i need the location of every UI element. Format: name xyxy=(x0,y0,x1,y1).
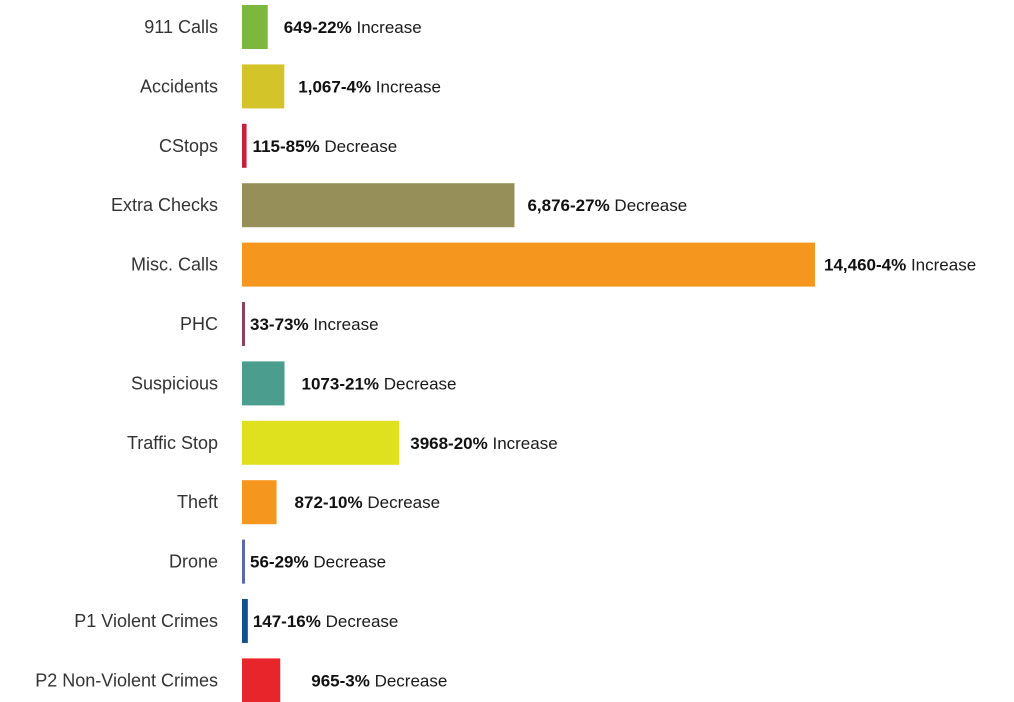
category-label: Traffic Stop xyxy=(127,433,218,453)
data-label-change: Decrease xyxy=(610,196,687,215)
category-label: Misc. Calls xyxy=(131,255,218,275)
category-label: 911 Calls xyxy=(144,17,218,37)
data-label-change: Decrease xyxy=(363,493,440,512)
data-label-change: Decrease xyxy=(321,612,398,631)
data-label-change: Decrease xyxy=(379,374,456,393)
bar xyxy=(242,599,248,643)
bar xyxy=(242,242,815,287)
bar xyxy=(242,183,515,228)
data-label: 33-73% Increase xyxy=(250,315,379,334)
bar xyxy=(242,302,245,346)
data-label-value: 3968-20% xyxy=(410,433,488,452)
bar xyxy=(242,539,245,584)
data-label-value: 14,460-4% xyxy=(824,255,906,274)
category-label: Drone xyxy=(169,552,218,572)
data-label: 1073-21% Decrease xyxy=(302,374,457,393)
data-label-value: 147-16% xyxy=(253,612,321,631)
data-label: 56-29% Decrease xyxy=(250,552,386,571)
bar xyxy=(242,5,268,49)
data-label-change: Increase xyxy=(488,433,558,452)
bar xyxy=(242,361,285,406)
data-label-change: Decrease xyxy=(309,552,386,571)
data-label: 649-22% Increase xyxy=(284,18,422,37)
category-label: CStops xyxy=(159,136,218,156)
category-label: P1 Violent Crimes xyxy=(74,611,218,631)
data-label-value: 115-85% xyxy=(253,136,320,155)
category-label: Theft xyxy=(177,492,218,512)
category-label: Suspicious xyxy=(131,373,218,393)
data-label-change: Increase xyxy=(906,255,976,274)
data-label: 14,460-4% Increase xyxy=(824,255,976,274)
data-label: 3968-20% Increase xyxy=(410,433,557,452)
bar xyxy=(242,123,247,168)
bar xyxy=(242,420,400,465)
data-label: 1,067-4% Increase xyxy=(298,77,441,96)
data-label-value: 1073-21% xyxy=(302,374,380,393)
category-label: P2 Non-Violent Crimes xyxy=(35,670,218,690)
category-label: PHC xyxy=(180,314,218,334)
bar xyxy=(242,658,281,702)
category-label: Accidents xyxy=(140,76,218,96)
data-label-change: Increase xyxy=(352,18,422,37)
data-label: 115-85% Decrease xyxy=(253,136,398,155)
data-label: 872-10% Decrease xyxy=(295,493,441,512)
bar xyxy=(242,64,285,109)
data-label-value: 56-29% xyxy=(250,552,309,571)
data-label-value: 33-73% xyxy=(250,315,309,334)
data-label-value: 872-10% xyxy=(295,493,363,512)
data-label-value: 965-3% xyxy=(311,671,370,690)
data-label-change: Increase xyxy=(309,315,379,334)
category-label: Extra Checks xyxy=(111,195,218,215)
data-label-change: Decrease xyxy=(320,136,397,155)
data-label-change: Increase xyxy=(371,77,441,96)
data-label-value: 1,067-4% xyxy=(298,77,371,96)
data-label-change: Decrease xyxy=(370,671,447,690)
data-label: 147-16% Decrease xyxy=(253,612,399,631)
data-label: 965-3% Decrease xyxy=(311,671,447,690)
data-label-value: 649-22% xyxy=(284,18,352,37)
bar xyxy=(242,480,277,525)
data-label: 6,876-27% Decrease xyxy=(527,196,687,215)
data-label-value: 6,876-27% xyxy=(527,196,609,215)
